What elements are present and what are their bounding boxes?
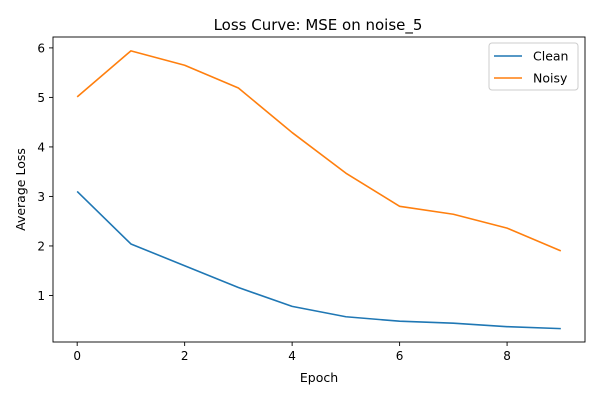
x-tick-label: 8 (503, 349, 511, 363)
y-axis-label: Average Loss (13, 148, 28, 231)
x-tick-label: 4 (288, 349, 296, 363)
y-tick-label: 5 (37, 91, 45, 105)
series-line-noisy (76, 50, 562, 252)
legend-label-clean: Clean (533, 49, 568, 64)
x-tick-label: 0 (73, 349, 81, 363)
chart-title: Loss Curve: MSE on noise_5 (214, 16, 423, 35)
plot-frame (52, 36, 586, 343)
y-tick-label: 3 (37, 190, 45, 204)
y-tick-label: 6 (37, 41, 45, 55)
legend-label-noisy: Noisy (533, 71, 568, 86)
legend: Clean Noisy (488, 42, 579, 91)
y-tick-label: 1 (37, 289, 45, 303)
x-tick-label: 2 (181, 349, 189, 363)
y-tick-label: 2 (37, 239, 45, 253)
ticks-layer: 0 2 4 6 8 1 2 3 4 5 6 (37, 41, 511, 363)
x-tick-label: 6 (396, 349, 404, 363)
x-axis-label: Epoch (300, 370, 338, 385)
series-line-clean (76, 190, 561, 330)
legend-items: Clean Noisy (494, 49, 568, 86)
lines-layer (76, 50, 562, 330)
y-tick-label: 4 (37, 140, 45, 154)
